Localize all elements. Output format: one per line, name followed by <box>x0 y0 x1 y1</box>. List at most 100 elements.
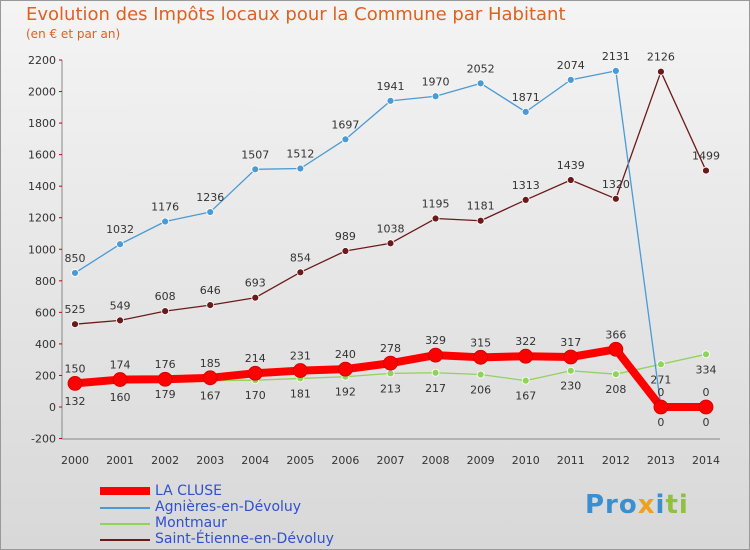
y-tick-label: -200 <box>31 433 56 446</box>
data-point <box>296 164 305 173</box>
data-label: 208 <box>605 383 626 396</box>
data-label: 231 <box>290 350 311 363</box>
data-point <box>702 350 710 359</box>
data-label: 646 <box>200 284 221 297</box>
data-label: 1195 <box>422 198 450 211</box>
data-label: 206 <box>470 384 491 397</box>
x-tick-label: 2003 <box>196 454 224 467</box>
data-point <box>202 370 218 386</box>
data-label: 1313 <box>512 179 540 192</box>
data-point <box>431 368 440 377</box>
data-point <box>112 372 128 387</box>
data-label: 1507 <box>241 148 269 161</box>
y-tick-label: 2000 <box>28 86 56 99</box>
data-label: 271 <box>650 373 671 386</box>
y-tick-label: 200 <box>35 369 56 382</box>
data-label: 214 <box>245 352 266 365</box>
data-label: 278 <box>380 342 401 355</box>
data-label: 0 <box>703 386 710 399</box>
legend-label: Montmaur <box>155 515 227 531</box>
data-label: 230 <box>560 380 581 393</box>
data-point <box>657 360 665 369</box>
data-label: 217 <box>425 382 446 395</box>
data-label: 1499 <box>692 150 720 163</box>
y-tick-label: 1600 <box>28 149 56 162</box>
data-label: 1871 <box>512 91 540 104</box>
y-tick-label: 0 <box>49 401 56 414</box>
data-label: 693 <box>245 277 266 290</box>
legend-label: Saint-Étienne-en-Dévoluy <box>155 531 334 547</box>
chart-title: Evolution des Impôts locaux pour la Comm… <box>26 4 566 25</box>
data-label: 322 <box>515 335 536 348</box>
y-tick-label: 800 <box>35 275 56 288</box>
data-point <box>698 399 714 415</box>
data-label: 0 <box>657 416 664 429</box>
y-tick-label: 1400 <box>28 180 56 193</box>
data-label: 1512 <box>286 148 314 161</box>
data-point <box>386 239 395 248</box>
data-label: 1439 <box>557 159 585 172</box>
data-label: 167 <box>515 390 536 403</box>
data-point <box>521 376 530 385</box>
data-label: 2052 <box>467 62 495 75</box>
data-label: 1320 <box>602 178 630 191</box>
data-label: 315 <box>470 336 491 349</box>
legend-label: LA CLUSE <box>155 483 223 499</box>
data-point <box>428 347 443 363</box>
data-label: 854 <box>290 251 311 264</box>
data-point <box>116 240 124 249</box>
data-point <box>566 366 575 375</box>
y-tick-label: 600 <box>35 306 56 319</box>
data-point <box>608 341 624 357</box>
data-point <box>71 320 79 329</box>
data-label: 2131 <box>602 50 630 63</box>
y-tick-label: 1200 <box>28 212 56 225</box>
series-line-3 <box>74 71 707 325</box>
x-tick-label: 2001 <box>106 454 134 467</box>
x-tick-label: 2009 <box>467 454 495 467</box>
data-label: 1697 <box>331 118 359 131</box>
x-tick-label: 2006 <box>331 454 359 467</box>
data-label: 167 <box>200 390 221 403</box>
data-point <box>251 293 260 302</box>
x-tick-label: 2010 <box>512 454 540 467</box>
x-tick-label: 2007 <box>377 454 405 467</box>
x-tick-label: 2013 <box>647 454 675 467</box>
data-label: 1038 <box>377 222 405 235</box>
x-tick-label: 2002 <box>151 454 179 467</box>
data-point <box>161 217 170 226</box>
data-label: 179 <box>155 388 176 401</box>
data-point <box>563 349 579 365</box>
data-label: 525 <box>65 303 86 316</box>
data-label: 1970 <box>422 75 450 88</box>
data-point <box>206 301 215 310</box>
data-point <box>292 363 308 378</box>
data-label: 989 <box>335 230 356 243</box>
data-point <box>338 361 353 377</box>
legend-label: Agnières-en-Dévoluy <box>155 499 302 515</box>
x-tick-label: 2005 <box>286 454 314 467</box>
data-point <box>566 75 575 84</box>
data-label: 366 <box>605 328 626 341</box>
data-label: 132 <box>65 395 86 408</box>
data-point <box>702 166 710 175</box>
data-label: 334 <box>696 363 717 376</box>
data-point <box>653 399 669 415</box>
data-label: 150 <box>65 362 86 375</box>
data-label: 192 <box>335 386 356 399</box>
data-point <box>251 165 260 174</box>
data-label: 1941 <box>377 80 405 93</box>
data-point <box>473 349 489 365</box>
x-tick-label: 2008 <box>422 454 450 467</box>
data-point <box>476 370 485 379</box>
y-tick-label: 1800 <box>28 117 56 130</box>
data-label: 185 <box>200 357 221 370</box>
data-point <box>71 269 79 277</box>
data-point <box>476 216 485 225</box>
data-point <box>611 370 620 379</box>
data-label: 1176 <box>151 201 179 214</box>
data-label: 608 <box>155 290 176 303</box>
data-label: 1032 <box>106 223 134 236</box>
data-point <box>518 348 534 364</box>
